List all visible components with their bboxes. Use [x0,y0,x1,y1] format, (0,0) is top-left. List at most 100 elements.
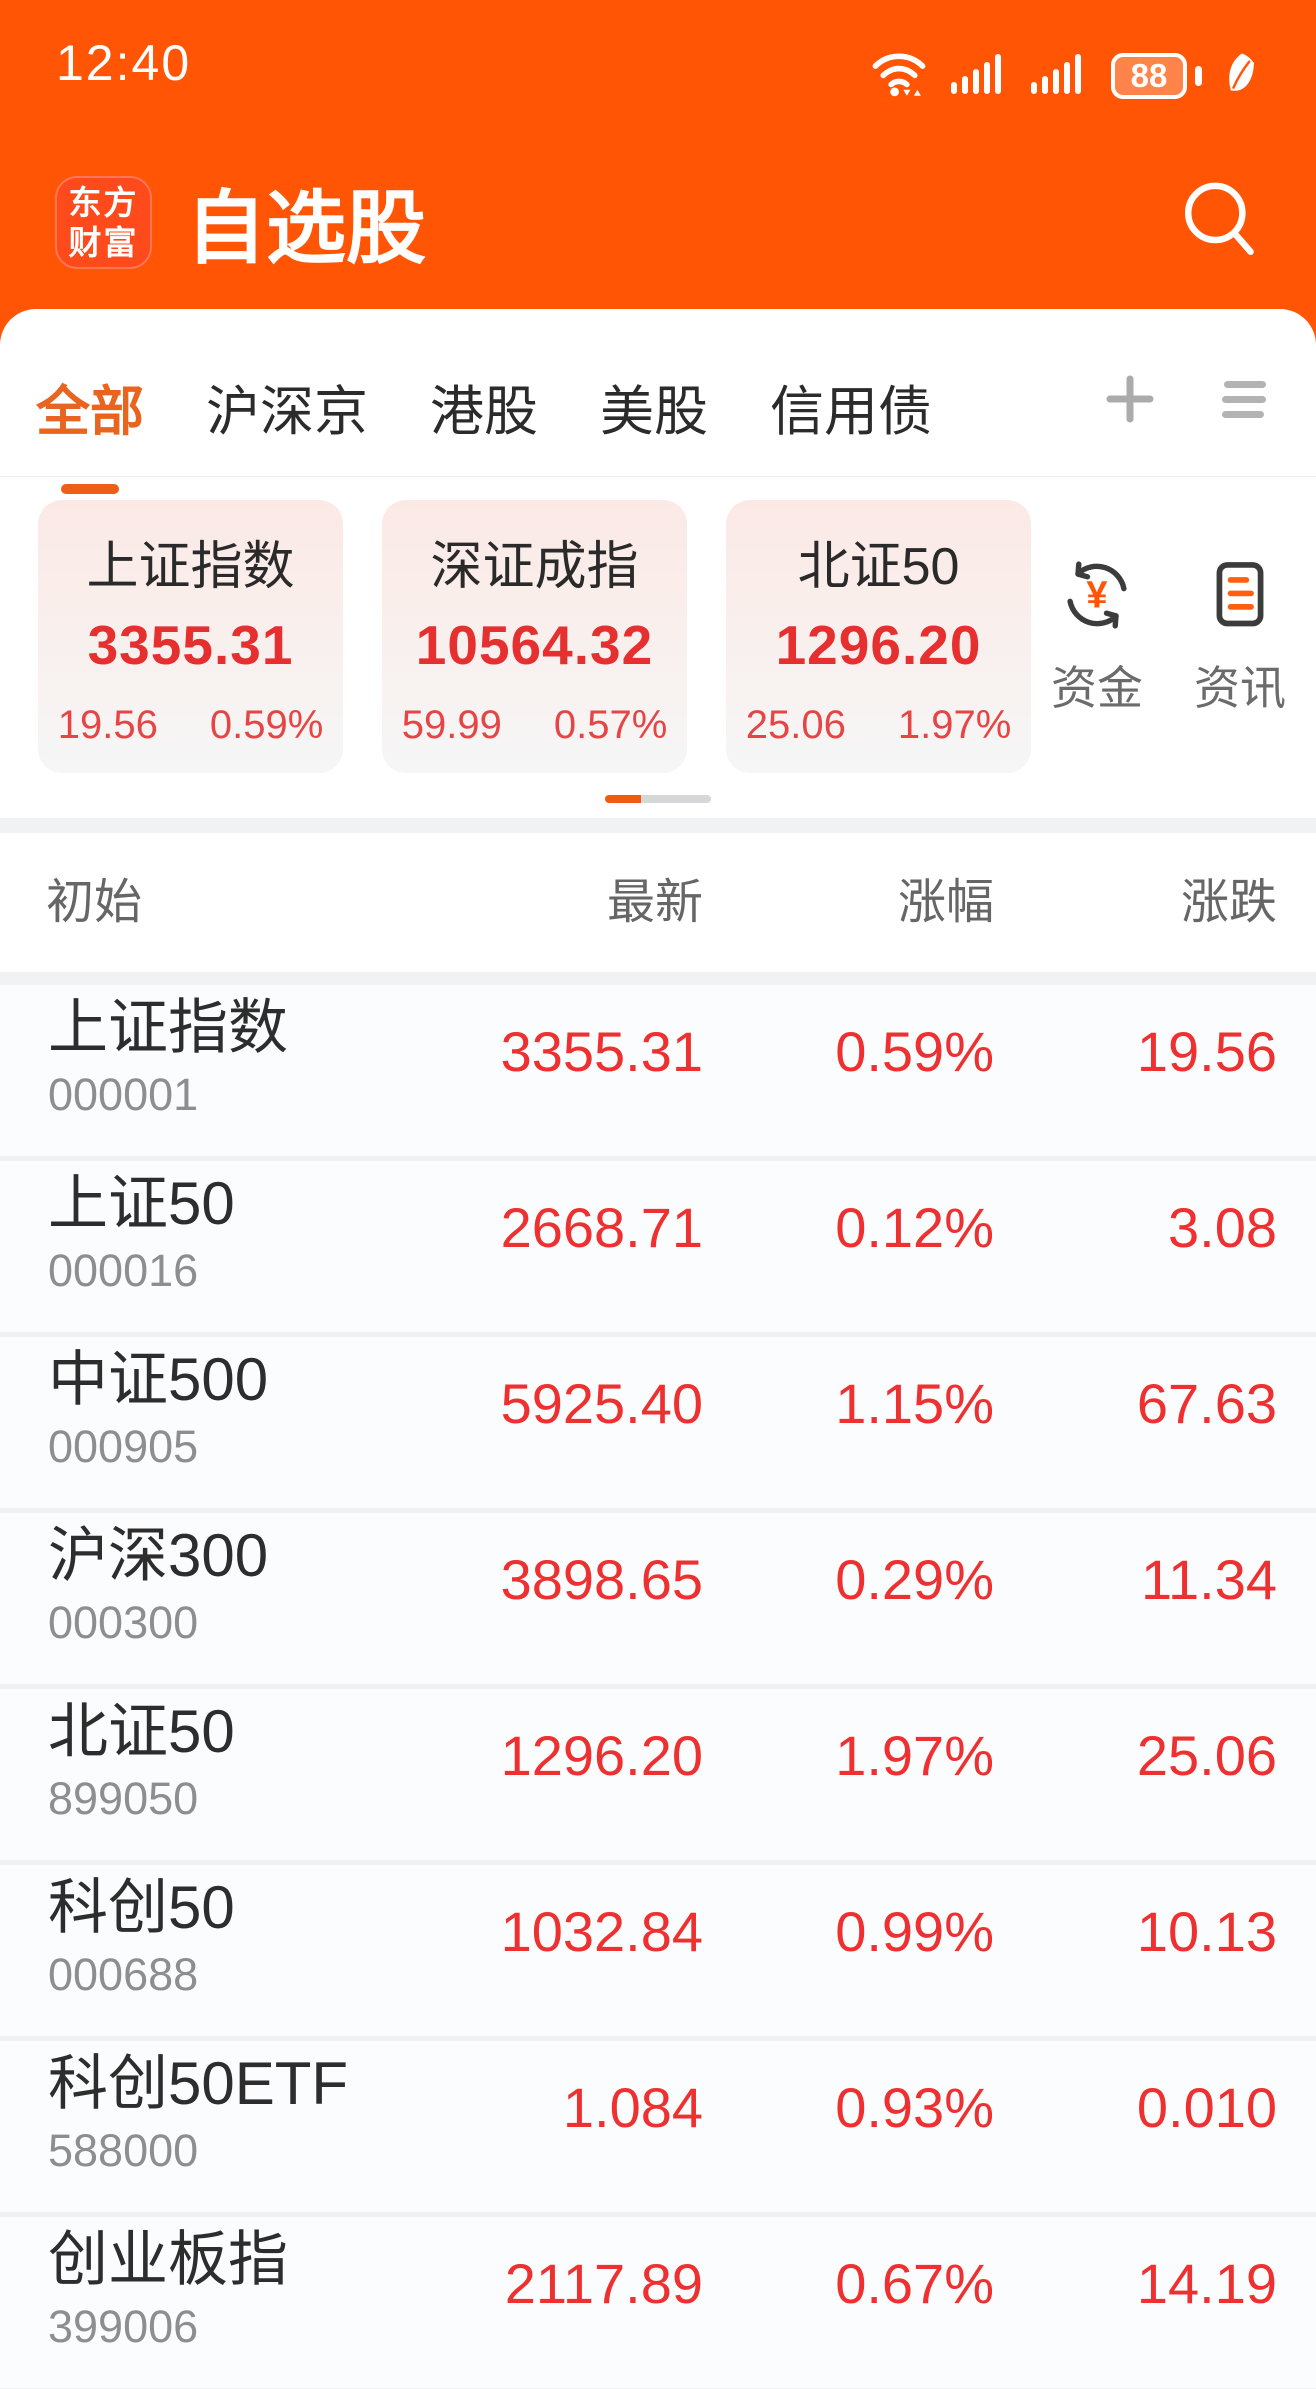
tab[interactable]: 全部 [36,367,144,494]
stock-last-price: 1296.20 [500,1724,703,1787]
table-row[interactable]: 科创50ETF 588000 1.084 0.93% 0.010 [0,2041,1316,2217]
stock-code: 000688 [48,1949,199,2000]
index-change: 19.56 [57,703,158,747]
stock-code: 000300 [48,1597,199,1648]
column-change-pct[interactable]: 涨幅 [897,876,994,929]
app-header: 12:40 [0,0,1316,370]
index-name: 北证50 [797,538,960,596]
stock-name: 创业板指 [48,2226,288,2293]
signal-bars-icon [951,52,1007,101]
table-row[interactable]: 科创50 000688 1032.84 0.99% 10.13 [0,1865,1316,2041]
stock-code: 399006 [48,2301,199,2352]
index-change-row: 25.06 1.97% [726,703,1031,748]
stock-change-pct: 0.93% [835,2076,994,2139]
table-row[interactable]: 沪深300 000300 3898.65 0.29% 11.34 [0,1513,1316,1689]
tab-label: 信用债 [770,382,932,442]
funds-button[interactable]: ¥ 资金 [1027,557,1167,718]
index-card[interactable]: 北证50 1296.20 25.06 1.97% [726,500,1031,773]
page-indicator-inactive [641,795,711,803]
stock-last-price: 5925.40 [500,1372,703,1435]
tab[interactable]: 信用债 [770,367,932,494]
news-label: 资讯 [1194,662,1286,714]
stock-change-pct: 0.99% [835,1900,994,1963]
stock-code: 000905 [48,1421,199,1472]
eastmoney-logo[interactable]: 东方 财富 [55,176,152,269]
watchlist: 上证指数 000001 3355.31 0.59% 19.56 上证50 000… [0,985,1316,2389]
index-change-pct: 1.97% [897,703,1012,747]
stock-last-price: 1.084 [562,2076,703,2139]
index-card[interactable]: 上证指数 3355.31 19.56 0.59% [38,500,343,773]
search-button[interactable] [1182,180,1258,260]
index-change-pct: 0.57% [553,703,668,747]
tabs-divider [0,476,1316,477]
stock-change-pct: 1.97% [835,1724,994,1787]
tab-bar: 全部 沪深京 港股 美股 信用债 [36,367,1270,494]
index-card[interactable]: 深证成指 10564.32 59.99 0.57% [382,500,687,773]
column-initial[interactable]: 初始 [46,876,143,929]
add-group-button[interactable] [1104,373,1156,430]
table-row[interactable]: 上证指数 000001 3355.31 0.59% 19.56 [0,985,1316,1161]
funds-label: 资金 [1051,662,1143,714]
stock-code: 588000 [48,2125,199,2176]
index-change-row: 59.99 0.57% [382,703,687,748]
stock-change: 0.010 [1136,2076,1277,2139]
table-row[interactable]: 北证50 899050 1296.20 1.97% 25.06 [0,1689,1316,1865]
status-time: 12:40 [56,35,192,91]
stock-change: 19.56 [1136,1020,1277,1083]
tab-label: 全部 [36,382,144,442]
tab[interactable]: 港股 [430,367,538,494]
column-last[interactable]: 最新 [606,876,703,929]
page-indicator-active [605,795,641,803]
stock-change: 67.63 [1136,1372,1277,1435]
page-title: 自选股 [186,184,426,273]
battery-icon: 88 [1111,53,1187,99]
tab-label: 沪深京 [206,382,368,442]
svg-text:¥: ¥ [1086,575,1107,617]
index-change-row: 19.56 0.59% [38,703,343,748]
logo-line1: 东方 [68,183,139,221]
stock-change-pct: 0.12% [835,1196,994,1259]
stock-change-pct: 1.15% [835,1372,994,1435]
page-indicator [605,795,711,803]
news-button[interactable]: 资讯 [1170,557,1310,718]
index-value: 3355.31 [87,614,294,676]
market-summary-sheet: 全部 沪深京 港股 美股 信用债 [0,309,1316,818]
stock-name: 北证50 [48,1698,235,1765]
table-header: 初始 最新 涨幅 涨跌 [0,833,1316,972]
stock-change-pct: 0.67% [835,2252,994,2315]
news-document-icon [1202,562,1278,637]
logo-line2: 财富 [68,223,139,261]
stock-code: 000016 [48,1245,199,1296]
index-value: 1296.20 [775,614,982,676]
battery-tip [1195,66,1202,86]
leaf-icon [1226,52,1256,101]
table-row[interactable]: 中证500 000905 5925.40 1.15% 67.63 [0,1337,1316,1513]
tab-label: 美股 [600,382,708,442]
index-change: 25.06 [745,703,846,747]
stock-change: 3.08 [1168,1196,1277,1259]
stock-name: 上证指数 [48,994,288,1061]
wifi-icon [871,49,927,104]
stock-last-price: 2668.71 [500,1196,703,1259]
stock-change: 25.06 [1136,1724,1277,1787]
tabbar-actions [1104,367,1270,430]
signal-bars-icon-2 [1031,52,1087,101]
stock-last-price: 2117.89 [504,2252,703,2315]
active-tab-underline [61,484,119,494]
stock-change-pct: 0.29% [835,1548,994,1611]
stock-name: 科创50 [48,1874,235,1941]
menu-icon[interactable] [1220,373,1270,430]
funds-cycle-yen-icon: ¥ [1059,561,1135,637]
status-icons: 88 [871,50,1256,102]
table-row[interactable]: 创业板指 399006 2117.89 0.67% 14.19 [0,2217,1316,2389]
stock-change: 14.19 [1136,2252,1277,2315]
stock-name: 上证50 [48,1170,235,1237]
stock-change-pct: 0.59% [835,1020,994,1083]
tab[interactable]: 美股 [600,367,708,494]
tab[interactable]: 沪深京 [206,367,368,494]
table-row[interactable]: 上证50 000016 2668.71 0.12% 3.08 [0,1161,1316,1337]
stock-last-price: 3355.31 [500,1020,703,1083]
column-change[interactable]: 涨跌 [1180,876,1277,929]
stock-name: 科创50ETF [48,2050,349,2117]
